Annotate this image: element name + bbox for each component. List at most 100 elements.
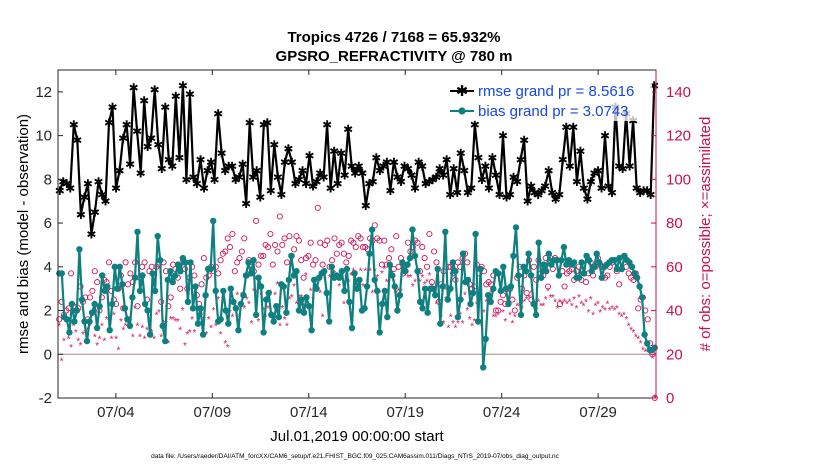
- y-tick-label: 10: [35, 128, 52, 145]
- rmse-point: ✱: [533, 188, 543, 202]
- possible-obs-point: [198, 281, 205, 288]
- rmse-point: ✱: [248, 171, 258, 185]
- rmse-point: ✱: [185, 88, 195, 102]
- rmse-point: ✱: [347, 160, 357, 174]
- rmse-point: ✱: [224, 160, 234, 174]
- bias-point: [202, 292, 209, 299]
- assimilated-obs-point: *: [136, 321, 140, 332]
- possible-obs-point: [283, 259, 291, 266]
- assimilated-obs-point: *: [442, 319, 446, 330]
- footer-data-file: data file: /Users/raeder/DAI/ATM_forcXX/…: [151, 453, 560, 460]
- assimilated-obs-point: *: [420, 273, 424, 284]
- assimilated-obs-point: *: [226, 343, 230, 354]
- rmse-point: ✱: [301, 177, 311, 191]
- rmse-point: ✱: [58, 175, 68, 189]
- rmse-point: ✱: [603, 179, 613, 193]
- assimilated-obs-point: *: [121, 326, 125, 337]
- bias-point: [560, 243, 568, 251]
- rmse-point: ✱: [97, 188, 107, 202]
- rmse-point: ✱: [283, 142, 293, 156]
- rmse-point: ✱: [561, 120, 571, 134]
- bias-point: [323, 289, 330, 297]
- possible-obs-point: [105, 259, 113, 266]
- assimilated-obs-point: *: [539, 302, 543, 313]
- bias-point: [399, 259, 406, 266]
- bias-point: [149, 270, 156, 277]
- assimilated-obs-point: *: [572, 295, 576, 306]
- bias-point: [237, 300, 245, 308]
- legend-bias-marker: [458, 107, 466, 115]
- possible-obs-point: [385, 255, 393, 262]
- rmse-point: ✱: [104, 116, 114, 130]
- assimilated-obs-point: *: [295, 300, 299, 311]
- assimilated-obs-point: *: [363, 267, 367, 278]
- assimilated-obs-point: *: [451, 319, 455, 330]
- y-right-tick-label: 140: [666, 84, 691, 101]
- bias-point: [500, 263, 507, 270]
- bias-point: [540, 261, 547, 268]
- possible-obs-point: [127, 270, 134, 277]
- bias-point: [182, 259, 189, 266]
- rmse-point: ✱: [276, 188, 286, 202]
- possible-obs-point: [511, 307, 518, 314]
- assimilated-obs-point: *: [465, 306, 469, 317]
- bias-point: [124, 316, 131, 323]
- bias-point: [538, 274, 545, 281]
- assimilated-obs-point: *: [501, 308, 505, 319]
- possible-obs-point: [495, 307, 502, 314]
- bias-point: [235, 327, 242, 334]
- assimilated-obs-point: *: [290, 293, 294, 304]
- legend-rmse-marker: ✱: [456, 83, 469, 100]
- rmse-point: ✱: [280, 155, 290, 169]
- assimilated-obs-point: *: [648, 350, 652, 361]
- possible-obs-point: [419, 244, 426, 251]
- bias-point: [313, 285, 320, 292]
- rmse-point: ✱: [217, 147, 227, 161]
- rmse-point: ✱: [494, 188, 504, 202]
- possible-obs-point: [644, 316, 651, 323]
- rmse-point: ✱: [287, 155, 297, 169]
- assimilated-obs-point: *: [484, 297, 488, 308]
- bias-point: [242, 272, 250, 279]
- assimilated-obs-point: *: [461, 319, 465, 330]
- bias-point: [86, 318, 93, 325]
- bias-point: [480, 364, 487, 371]
- rmse-point: ✱: [202, 164, 212, 178]
- bias-point: [348, 324, 356, 332]
- bias-point: [419, 305, 426, 312]
- assimilated-obs-point: *: [634, 332, 638, 343]
- possible-obs-point: [561, 283, 568, 290]
- assimilated-obs-point: *: [321, 313, 325, 324]
- possible-obs-point: [200, 255, 207, 262]
- bias-point: [497, 287, 504, 295]
- possible-obs-point: [134, 303, 141, 310]
- rmse-line: [58, 84, 656, 236]
- assimilated-obs-point: *: [468, 315, 472, 326]
- assimilated-obs-point: *: [204, 330, 208, 341]
- rmse-point: ✱: [537, 184, 547, 198]
- assimilated-obs-point: *: [413, 278, 417, 289]
- bias-point: [283, 309, 290, 316]
- possible-obs-point: [253, 217, 260, 224]
- rmse-point: ✱: [157, 162, 167, 176]
- bias-point: [263, 296, 270, 303]
- bias-point: [343, 265, 351, 273]
- rmse-point: ✱: [115, 164, 125, 178]
- possible-obs-point: [421, 255, 428, 262]
- assimilated-obs-point: *: [456, 319, 460, 330]
- rmse-point: ✱: [294, 173, 304, 187]
- assimilated-obs-point: *: [522, 297, 526, 308]
- assimilated-obs-point: *: [508, 310, 512, 321]
- assimilated-obs-point: *: [598, 308, 602, 319]
- assimilated-obs-point: *: [287, 295, 291, 306]
- bias-point: [232, 305, 240, 312]
- rmse-point: ✱: [596, 182, 606, 196]
- possible-obs-point: [269, 261, 276, 268]
- rmse-point: ✱: [565, 160, 575, 174]
- assimilated-obs-point: *: [537, 297, 541, 308]
- x-tick-label: 07/19: [386, 404, 424, 421]
- possible-obs-point: [423, 263, 431, 270]
- y-tick-label: 6: [44, 215, 52, 232]
- bias-point: [535, 239, 542, 246]
- rmse-point: ✱: [526, 179, 536, 193]
